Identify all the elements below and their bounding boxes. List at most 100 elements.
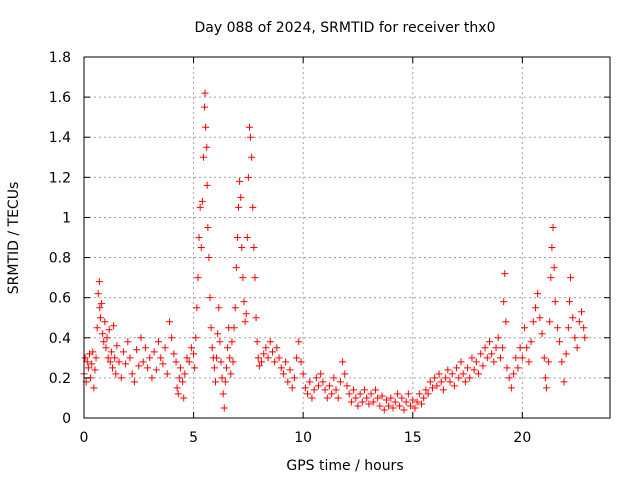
data-point xyxy=(191,364,199,372)
data-point xyxy=(193,304,201,312)
data-point xyxy=(252,314,260,322)
data-point xyxy=(100,338,108,346)
data-point xyxy=(581,334,589,342)
data-point xyxy=(144,364,152,372)
data-point xyxy=(450,382,458,390)
data-point xyxy=(407,402,415,410)
y-axis-label: SRMTID / TECUs xyxy=(6,182,22,295)
data-point xyxy=(233,234,241,241)
x-tick-label: 10 xyxy=(294,430,312,446)
data-point xyxy=(332,386,340,394)
data-point xyxy=(103,334,111,342)
data-point xyxy=(409,396,417,404)
data-point xyxy=(107,348,115,356)
data-point xyxy=(92,354,100,362)
data-point xyxy=(295,338,303,346)
data-point xyxy=(95,278,103,286)
data-point xyxy=(466,374,474,382)
data-point xyxy=(128,370,136,378)
data-point xyxy=(455,374,463,382)
data-point xyxy=(550,264,558,272)
data-point xyxy=(230,324,238,332)
chart-title: Day 088 of 2024, SRMTID for receiver thx… xyxy=(195,20,496,36)
data-point xyxy=(251,274,259,282)
data-point xyxy=(204,223,212,231)
data-point xyxy=(564,324,572,332)
data-point xyxy=(380,406,388,414)
data-point xyxy=(546,318,554,326)
data-point xyxy=(439,386,447,394)
data-point xyxy=(573,344,581,352)
data-point xyxy=(297,358,305,366)
data-point xyxy=(148,374,156,382)
data-point xyxy=(521,324,529,332)
data-point xyxy=(578,308,586,316)
data-point xyxy=(356,390,364,398)
data-point xyxy=(426,378,434,386)
data-point xyxy=(312,374,320,382)
data-point xyxy=(176,364,184,372)
data-point xyxy=(212,378,219,386)
data-point xyxy=(321,386,329,394)
data-point xyxy=(343,382,351,390)
data-point xyxy=(214,330,222,338)
data-point xyxy=(472,358,480,366)
data-point xyxy=(389,404,397,412)
data-point xyxy=(199,153,207,161)
data-point xyxy=(328,390,336,398)
data-point xyxy=(404,390,412,398)
data-point xyxy=(341,370,349,378)
data-point xyxy=(352,394,360,402)
data-point xyxy=(226,354,234,362)
data-point xyxy=(374,394,382,402)
data-point xyxy=(531,304,539,312)
data-point xyxy=(201,103,209,111)
data-point xyxy=(277,364,285,372)
data-point xyxy=(105,326,113,334)
data-point xyxy=(361,386,369,394)
data-point xyxy=(253,338,261,346)
data-point xyxy=(502,318,510,326)
data-point xyxy=(104,354,112,362)
data-point xyxy=(83,358,91,366)
data-point xyxy=(219,390,227,398)
data-point xyxy=(117,374,125,382)
data-point xyxy=(228,338,236,346)
data-point xyxy=(525,358,533,366)
data-point xyxy=(500,298,508,306)
data-point xyxy=(235,203,243,211)
data-point xyxy=(174,390,182,398)
x-tick-label: 15 xyxy=(404,430,422,446)
data-point xyxy=(358,398,366,406)
y-tick-label: 0.8 xyxy=(49,251,71,267)
data-point xyxy=(334,394,342,402)
data-point xyxy=(371,386,379,394)
data-point xyxy=(194,274,202,282)
data-point xyxy=(569,314,577,322)
data-point xyxy=(548,244,556,252)
data-point xyxy=(385,402,393,410)
data-point xyxy=(481,344,489,352)
data-point xyxy=(393,390,401,398)
data-point xyxy=(301,384,309,392)
data-point xyxy=(195,234,203,241)
data-point xyxy=(152,366,160,374)
data-point xyxy=(168,334,176,342)
data-point xyxy=(215,304,223,312)
data-point xyxy=(479,362,487,370)
data-point xyxy=(238,244,246,252)
data-point xyxy=(319,378,327,386)
data-point xyxy=(534,290,542,298)
data-point xyxy=(453,364,461,372)
data-point xyxy=(133,346,141,354)
data-point xyxy=(208,344,216,352)
data-point xyxy=(98,300,106,308)
data-point xyxy=(205,254,213,262)
x-tick-label: 5 xyxy=(189,430,198,446)
data-point xyxy=(282,358,290,366)
data-point xyxy=(299,370,307,378)
data-point xyxy=(102,344,110,352)
data-point xyxy=(558,358,566,366)
data-points xyxy=(80,89,589,414)
data-point xyxy=(354,402,362,410)
